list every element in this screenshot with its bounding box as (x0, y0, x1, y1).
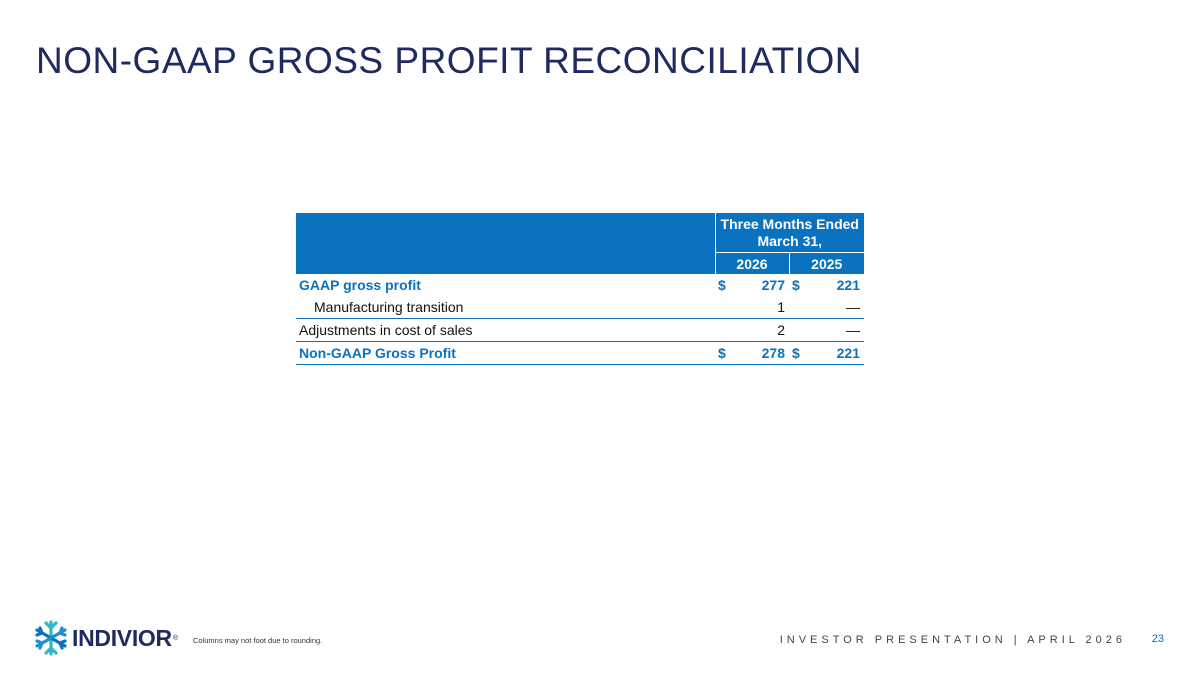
value-2026: 2 (733, 318, 789, 342)
value-2026: 277 (761, 277, 785, 293)
value-2026: 278 (733, 341, 789, 365)
currency-symbol: $ (792, 277, 800, 293)
row-label: Adjustments in cost of sales (296, 318, 715, 342)
table-row-non-gaap-gross-profit: Non-GAAP Gross Profit $ 278 $ 221 (296, 341, 864, 365)
footer-presentation-label: INVESTOR PRESENTATION | APRIL 2026 (779, 634, 1126, 646)
table-row-adjustments: Adjustments in cost of sales 2 — (296, 318, 864, 342)
currency-symbol: $ (715, 341, 733, 365)
value-2025: 221 (807, 341, 864, 365)
page-number: 23 (1151, 633, 1164, 645)
row-label: Manufacturing transition (314, 299, 464, 315)
logo-wordmark: INDIVIOR (72, 624, 172, 651)
registered-mark: ® (172, 634, 179, 642)
year-header-2026: 2026 (714, 252, 789, 274)
value-2026: 1 (777, 299, 785, 315)
currency-symbol (789, 296, 807, 319)
year-header-2025: 2025 (788, 252, 864, 274)
currency-symbol: $ (789, 341, 807, 365)
header-blank-cell (296, 213, 715, 274)
company-logo: INDIVIOR ® (34, 619, 178, 657)
period-header: Three Months Ended March 31, (714, 213, 864, 253)
currency-symbol: $ (718, 277, 726, 293)
table-year-row: 2026 2025 (296, 252, 864, 274)
value-2025: — (846, 299, 860, 315)
table-row-manufacturing-transition: Manufacturing transition 1 — (296, 296, 864, 319)
table-row-gaap-gross-profit: GAAP gross profit $ 277 $ 221 (296, 274, 864, 296)
snowflake-logo-icon (35, 620, 67, 656)
value-2025: — (807, 318, 864, 342)
row-label: Non-GAAP Gross Profit (296, 341, 715, 365)
table-header-row: Three Months Ended March 31, (296, 213, 864, 274)
row-label: GAAP gross profit (299, 277, 421, 293)
page-title: NON-GAAP GROSS PROFIT RECONCILIATION (36, 40, 862, 81)
currency-symbol (789, 318, 807, 342)
currency-symbol (715, 318, 733, 342)
currency-symbol (715, 296, 733, 319)
value-2025: 221 (836, 277, 860, 293)
reconciliation-table: Three Months Ended March 31, 2026 2025 G… (296, 213, 864, 365)
rounding-footnote: Columns may not foot due to rounding. (193, 636, 323, 645)
